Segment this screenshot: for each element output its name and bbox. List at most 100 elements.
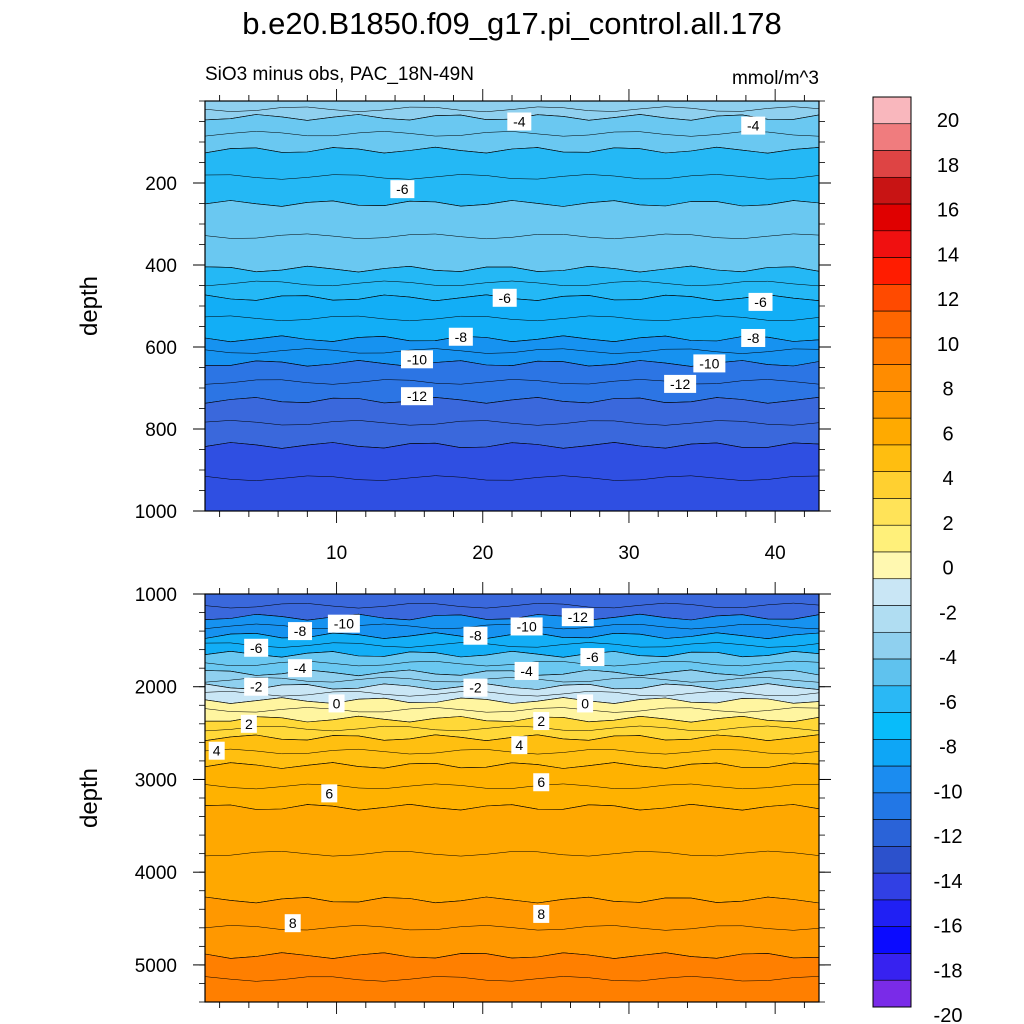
y-tick-label: 5000: [135, 956, 177, 977]
contour-line: [205, 690, 819, 697]
colorbar-segment: [872, 498, 912, 526]
upper-contour-panel: -4 -4 -6 -6 -6 -8 -8 -10 -10 -12 -12 200 400 600 800 10…: [76, 89, 831, 564]
contour-label-box: [561, 608, 594, 627]
lower-contour-panel: -10 -10-12-8 -8-6-6-4 -4-2 -20 02 24 4668810002…: [76, 582, 831, 1014]
colorbar-tick-label: -4: [939, 647, 957, 669]
colorbar-segment: [872, 631, 912, 660]
colorbar-segment: [872, 284, 912, 312]
contour-label: -10: [334, 616, 354, 632]
colorbar-segment: [872, 310, 912, 339]
colorbar-segment: [872, 979, 912, 1008]
colorbar-tick-label: -6: [939, 692, 957, 714]
contour-label-box: [400, 350, 433, 369]
colorbar-tick-label: 2: [942, 513, 953, 535]
contour-line: [205, 174, 819, 180]
colorbar-tick-label: 0: [942, 558, 953, 580]
contour-label: -12: [670, 376, 690, 392]
contour-band: [205, 762, 819, 811]
contour-label: -6: [250, 640, 263, 656]
contour-label: -2: [469, 680, 482, 696]
contour-label-box: [328, 694, 345, 713]
colorbar-segment: [872, 792, 912, 820]
contour-label-box: [577, 694, 594, 713]
y-tick-label: 800: [145, 420, 177, 441]
colorbar-tick-label: -2: [939, 602, 957, 624]
contour-label: 4: [515, 737, 523, 753]
colorbar-tick-label: 16: [937, 200, 959, 222]
colorbar-segment: [872, 150, 912, 178]
contour-label-box: [448, 327, 473, 346]
contour-label: 8: [537, 906, 545, 922]
contour-label-box: [741, 116, 766, 135]
contour-label-box: [240, 714, 257, 733]
contour-label-box: [511, 736, 528, 755]
contour-label-box: [284, 914, 301, 933]
colorbar-tick-label: 10: [937, 334, 959, 356]
y-tick-label: 1000: [135, 585, 177, 606]
colorbar-tick-label: -20: [934, 1005, 963, 1024]
contour-label: -8: [294, 623, 307, 639]
contour-line: [205, 642, 819, 648]
colorbar-segment: [872, 846, 912, 874]
contour-line: [205, 783, 819, 790]
y-tick-label: 200: [145, 174, 177, 195]
contour-label-box: [244, 677, 269, 696]
contour-band: [205, 200, 819, 273]
contour-label: 0: [333, 695, 341, 711]
colorbar-segment: [872, 578, 912, 606]
contour-line: [205, 131, 819, 137]
contour-band: [205, 803, 819, 904]
contour-label: -4: [520, 663, 533, 679]
colorbar-tick-label: -10: [934, 781, 963, 803]
colorbar-tick-label: 8: [942, 379, 953, 401]
colorbar-segment: [872, 123, 912, 151]
contour-label: -4: [294, 660, 307, 676]
contour-label: 2: [537, 713, 545, 729]
colorbar-segment: [872, 712, 912, 740]
y-axis-label: depth: [76, 276, 103, 336]
contour-label-box: [390, 180, 415, 199]
contour-line: [205, 315, 819, 322]
contour-line: [205, 677, 819, 683]
colorbar-segment: [872, 444, 912, 473]
contour-label: 4: [213, 743, 221, 759]
contour-label-box: [533, 712, 550, 731]
colorbar-segment: [872, 203, 912, 232]
contour-label-box: [748, 292, 773, 311]
colorbar-segment: [872, 391, 912, 419]
contour-line: [205, 106, 819, 112]
contour-label: -8: [747, 330, 760, 346]
contour-label: -12: [407, 388, 427, 404]
contour-label: 2: [245, 716, 253, 732]
contour-label-box: [463, 626, 488, 645]
colorbar-segment: [872, 96, 912, 125]
colorbar-segment: [872, 337, 912, 365]
contour-label: 8: [289, 915, 297, 931]
colorbar-segment: [872, 417, 912, 446]
colorbar-segment: [872, 551, 912, 580]
contour-label: 6: [325, 785, 333, 801]
contour-line: [205, 233, 819, 240]
contour-label-box: [664, 374, 697, 393]
chart-subtitle: SiO3 minus obs, PAC_18N-49N: [205, 64, 474, 85]
contour-label-box: [288, 659, 313, 678]
contour-line: [205, 602, 819, 609]
contour-line: [205, 379, 819, 385]
contour-line: [205, 850, 819, 857]
colorbar-tick-label: 14: [937, 244, 959, 266]
contour-label-box: [288, 622, 313, 641]
colorbar-frame: [872, 96, 912, 1008]
y-tick-label: 3000: [135, 770, 177, 791]
contour-label: -10: [699, 355, 719, 371]
contour-label: -2: [250, 679, 263, 695]
contour-label: -4: [513, 114, 526, 130]
colorbar-segment: [872, 819, 912, 847]
colorbar-segment: [872, 257, 912, 285]
colorbar-tick-label: -18: [934, 960, 963, 982]
contour-line: [205, 280, 819, 287]
contour-line: [205, 420, 819, 426]
colorbar-tick-label: 18: [937, 155, 959, 177]
contour-band: [205, 360, 819, 404]
contour-label-box: [693, 354, 726, 373]
